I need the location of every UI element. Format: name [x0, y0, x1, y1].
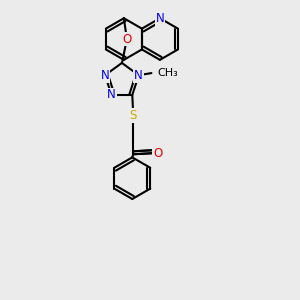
Text: N: N	[107, 88, 116, 101]
Text: O: O	[153, 147, 163, 160]
Text: CH₃: CH₃	[158, 68, 178, 78]
Text: O: O	[122, 32, 131, 46]
Text: N: N	[101, 69, 110, 82]
Text: S: S	[130, 109, 137, 122]
Text: N: N	[155, 12, 164, 25]
Text: N: N	[134, 69, 143, 82]
